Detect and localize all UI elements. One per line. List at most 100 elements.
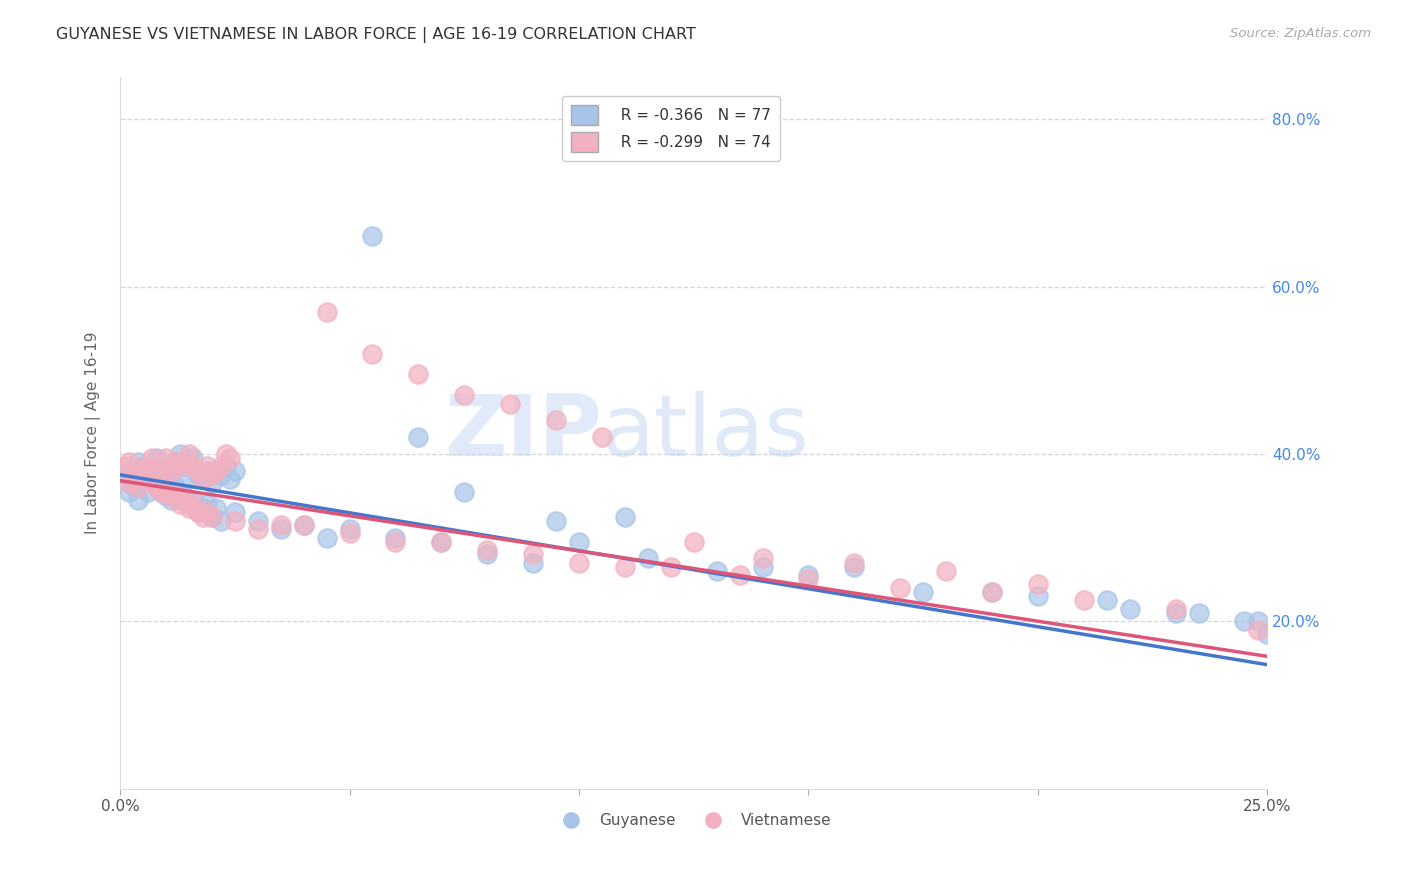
Point bbox=[150, 472, 173, 486]
Point bbox=[408, 430, 430, 444]
Point bbox=[136, 472, 159, 486]
Y-axis label: In Labor Force | Age 16-19: In Labor Force | Age 16-19 bbox=[86, 332, 101, 534]
Point bbox=[169, 459, 191, 474]
Point bbox=[637, 551, 659, 566]
Point bbox=[209, 467, 232, 482]
Point bbox=[384, 531, 406, 545]
Point bbox=[132, 459, 155, 474]
Point bbox=[1187, 606, 1209, 620]
Point bbox=[889, 581, 911, 595]
Point bbox=[912, 585, 935, 599]
Point bbox=[1247, 623, 1270, 637]
Point bbox=[270, 518, 292, 533]
Text: ZIP: ZIP bbox=[444, 392, 602, 475]
Point bbox=[797, 573, 820, 587]
Point bbox=[214, 459, 236, 474]
Point bbox=[114, 467, 136, 482]
Point bbox=[1095, 593, 1118, 607]
Point bbox=[150, 484, 173, 499]
Point bbox=[1233, 614, 1256, 628]
Point bbox=[201, 509, 224, 524]
Point bbox=[205, 464, 228, 478]
Point bbox=[292, 518, 315, 533]
Point bbox=[177, 447, 200, 461]
Point bbox=[141, 464, 163, 478]
Point bbox=[477, 543, 499, 558]
Point bbox=[201, 467, 224, 482]
Point bbox=[155, 464, 177, 478]
Point bbox=[522, 547, 544, 561]
Point bbox=[165, 455, 187, 469]
Point bbox=[844, 556, 866, 570]
Point bbox=[1118, 601, 1140, 615]
Point bbox=[751, 559, 773, 574]
Point bbox=[155, 489, 177, 503]
Point bbox=[315, 304, 337, 318]
Point bbox=[219, 472, 242, 486]
Point bbox=[173, 455, 195, 469]
Point bbox=[659, 559, 682, 574]
Point bbox=[195, 459, 218, 474]
Point bbox=[177, 472, 200, 486]
Point bbox=[224, 514, 246, 528]
Point bbox=[159, 464, 181, 478]
Point bbox=[173, 489, 195, 503]
Point bbox=[209, 514, 232, 528]
Point bbox=[191, 501, 214, 516]
Point bbox=[136, 472, 159, 486]
Point bbox=[981, 585, 1004, 599]
Point bbox=[224, 464, 246, 478]
Point bbox=[408, 368, 430, 382]
Point bbox=[122, 472, 145, 486]
Point bbox=[219, 451, 242, 466]
Point bbox=[183, 497, 205, 511]
Point bbox=[155, 451, 177, 466]
Point bbox=[169, 492, 191, 507]
Point bbox=[453, 484, 475, 499]
Point bbox=[453, 388, 475, 402]
Point bbox=[173, 459, 195, 474]
Legend: Guyanese, Vietnamese: Guyanese, Vietnamese bbox=[550, 807, 838, 834]
Point bbox=[1026, 589, 1049, 603]
Point bbox=[935, 564, 957, 578]
Point bbox=[132, 467, 155, 482]
Point bbox=[430, 534, 453, 549]
Point bbox=[132, 467, 155, 482]
Point bbox=[613, 509, 636, 524]
Point bbox=[141, 472, 163, 486]
Point bbox=[477, 547, 499, 561]
Point bbox=[292, 518, 315, 533]
Point bbox=[122, 472, 145, 486]
Point bbox=[214, 447, 236, 461]
Point bbox=[165, 484, 187, 499]
Point bbox=[173, 492, 195, 507]
Point bbox=[339, 526, 361, 541]
Point bbox=[315, 531, 337, 545]
Point bbox=[728, 568, 751, 582]
Point bbox=[201, 509, 224, 524]
Point bbox=[177, 501, 200, 516]
Point bbox=[165, 480, 187, 494]
Point bbox=[1256, 626, 1278, 640]
Point bbox=[205, 464, 228, 478]
Point bbox=[187, 506, 209, 520]
Point bbox=[339, 522, 361, 536]
Point bbox=[191, 509, 214, 524]
Point bbox=[384, 534, 406, 549]
Point bbox=[195, 464, 218, 478]
Point bbox=[145, 464, 167, 478]
Text: Source: ZipAtlas.com: Source: ZipAtlas.com bbox=[1230, 27, 1371, 40]
Point bbox=[844, 559, 866, 574]
Point bbox=[127, 464, 149, 478]
Point bbox=[224, 506, 246, 520]
Point bbox=[118, 476, 141, 491]
Point bbox=[205, 501, 228, 516]
Point bbox=[270, 522, 292, 536]
Point bbox=[159, 492, 181, 507]
Point bbox=[141, 476, 163, 491]
Text: GUYANESE VS VIETNAMESE IN LABOR FORCE | AGE 16-19 CORRELATION CHART: GUYANESE VS VIETNAMESE IN LABOR FORCE | … bbox=[56, 27, 696, 43]
Point bbox=[591, 430, 613, 444]
Point bbox=[145, 480, 167, 494]
Point bbox=[430, 534, 453, 549]
Point bbox=[132, 476, 155, 491]
